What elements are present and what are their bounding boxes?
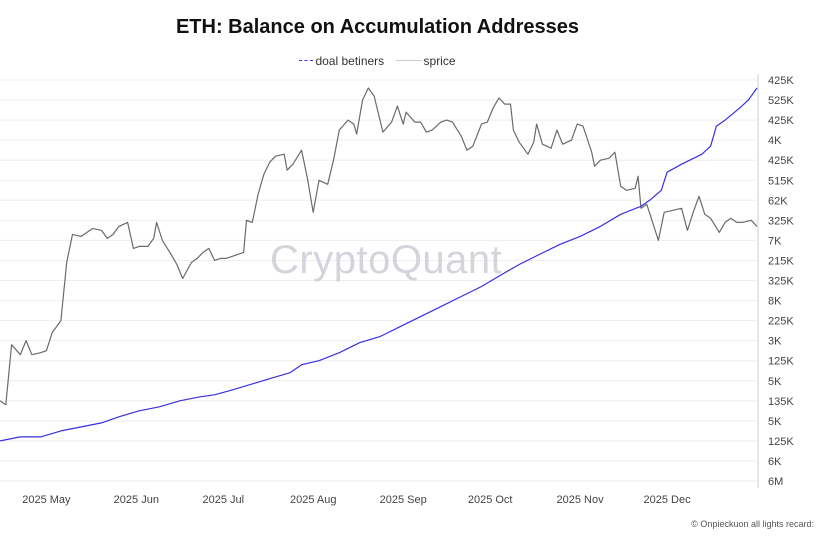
- x-tick-label: 2025 Oct: [468, 494, 513, 506]
- legend-item-price[interactable]: sprice: [395, 53, 456, 68]
- watermark: CryptoQuant: [270, 238, 503, 282]
- x-axis-ticks: 2025 May 2025 Jun 2025 Jul 2025 Aug 2025 Sep…: [22, 494, 691, 506]
- y-tick-label: 425K: [768, 75, 794, 87]
- y-tick-label: 325K: [768, 215, 794, 227]
- y-tick-label: 225K: [768, 316, 794, 328]
- y-tick-label: 3K: [768, 336, 782, 348]
- y-tick-label: 425K: [768, 115, 794, 127]
- chart-title: ETH: Balance on Accumulation Addresses: [175, 16, 580, 38]
- x-tick-label: 2025 Jul: [203, 494, 245, 506]
- legend-item-balance[interactable]: doal betiners: [299, 54, 384, 68]
- x-tick-label: 2025 Jun: [114, 494, 159, 506]
- x-tick-label: 2025 May: [22, 494, 71, 506]
- y-tick-label: 5K: [768, 416, 782, 428]
- legend-label-balance: doal betiners: [315, 53, 385, 68]
- y-tick-label: 135K: [768, 396, 794, 408]
- y-tick-label: 6M: [768, 476, 783, 488]
- legend-swatch-price: [395, 60, 422, 61]
- gridlines: [0, 79, 757, 482]
- y-tick-label: 325K: [768, 276, 794, 288]
- series-line-sprice: [0, 87, 758, 406]
- y-tick-label: 62K: [768, 195, 788, 207]
- x-tick-label: 2025 Nov: [557, 494, 605, 506]
- y-tick-label: 525K: [768, 95, 794, 107]
- copyright-text: © Onpieckuon all lights recard:: [691, 519, 814, 529]
- y-tick-label: 425K: [768, 155, 794, 167]
- y-tick-label: 8K: [768, 296, 782, 308]
- y-tick-label: 4K: [768, 135, 782, 147]
- y-tick-label: 6K: [768, 456, 782, 468]
- legend: doal betiners sprice: [0, 50, 755, 68]
- y-tick-label: 5K: [768, 376, 782, 388]
- y-tick-label: 215K: [768, 255, 794, 267]
- legend-label-price: sprice: [423, 53, 456, 68]
- y-tick-label: 125K: [768, 436, 794, 448]
- series-lines: [0, 87, 758, 442]
- x-tick-label: 2025 Dec: [644, 494, 692, 506]
- y-axis-ticks: 425K 525K 425K 4K 425K 515K 62K 325K 7K 215K 325K 8…: [768, 75, 794, 488]
- y-tick-label: 7K: [768, 235, 782, 247]
- legend-swatch-balance: [299, 60, 314, 61]
- x-tick-label: 2025 Aug: [290, 494, 337, 506]
- y-tick-label: 125K: [768, 356, 794, 368]
- y-tick-label: 515K: [768, 175, 794, 187]
- x-tick-label: 2025 Sep: [380, 494, 427, 506]
